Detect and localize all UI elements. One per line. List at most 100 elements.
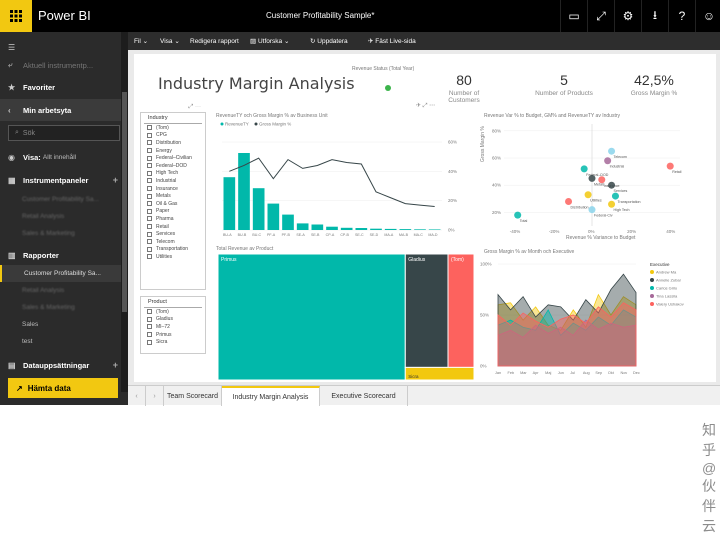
- sidebar-report-item[interactable]: Retail Analysis: [0, 282, 128, 299]
- scatter-point[interactable]: [608, 147, 616, 155]
- checkbox[interactable]: [147, 324, 152, 330]
- sidebar-scrollbar[interactable]: [121, 32, 128, 392]
- bar[interactable]: [326, 226, 338, 230]
- scatter-point[interactable]: [584, 191, 592, 199]
- slicer-item[interactable]: Primus: [141, 331, 205, 339]
- sidebar-dashboard-item[interactable]: Retail Analysis: [0, 208, 128, 225]
- checkbox[interactable]: [147, 239, 152, 245]
- slicer-item[interactable]: Utilities: [141, 253, 205, 261]
- tab-team-scorecard[interactable]: Team Scorecard: [164, 386, 222, 406]
- bar[interactable]: [428, 229, 441, 230]
- checkbox[interactable]: [147, 140, 152, 146]
- sidebar-view-filter[interactable]: ◉ Visa: Allt innehåll: [0, 146, 128, 168]
- area-series[interactable]: [497, 302, 637, 367]
- slicer-item[interactable]: Gladius: [141, 316, 205, 324]
- area-series[interactable]: [497, 273, 637, 367]
- tabs-scroll-left-icon[interactable]: ‹: [128, 386, 146, 406]
- add-dataset-icon[interactable]: +: [112, 360, 118, 370]
- scatter-point[interactable]: [608, 200, 616, 208]
- checkbox[interactable]: [147, 155, 152, 161]
- scatter-point[interactable]: [611, 192, 619, 200]
- checkbox[interactable]: [147, 186, 152, 192]
- slicer-item[interactable]: Industrial: [141, 177, 205, 185]
- explore-menu[interactable]: ▨ Utforska ⌄: [250, 32, 289, 50]
- slicer-item[interactable]: (Tom): [141, 308, 205, 316]
- checkbox[interactable]: [147, 148, 152, 154]
- scatter-point[interactable]: [608, 181, 616, 189]
- checkbox[interactable]: [147, 309, 152, 315]
- sidebar-favorites[interactable]: ★ Favoriter: [0, 76, 128, 98]
- scatter-point[interactable]: [580, 165, 588, 173]
- slicer-item[interactable]: Oil & Gas: [141, 200, 205, 208]
- hamburger-menu-icon[interactable]: ☰: [8, 42, 16, 52]
- get-data-button[interactable]: ↗ Hämta data: [8, 378, 118, 398]
- scatter-point[interactable]: [598, 176, 606, 184]
- checkbox[interactable]: [147, 178, 152, 184]
- bar[interactable]: [267, 203, 280, 230]
- checkbox[interactable]: [147, 332, 152, 338]
- slicer-item[interactable]: High Tech: [141, 170, 205, 178]
- slicer-item[interactable]: Sicra: [141, 338, 205, 346]
- sidebar-reports-header[interactable]: ▥ Rapporter: [0, 244, 128, 266]
- sidebar-report-item[interactable]: Sales: [0, 316, 128, 333]
- bar[interactable]: [282, 214, 294, 230]
- tab-executive-scorecard[interactable]: Executive Scorecard: [320, 386, 408, 406]
- sidebar-report-item-selected[interactable]: Customer Profitability Sa...: [0, 265, 128, 282]
- checkbox[interactable]: [147, 163, 152, 169]
- bar[interactable]: [414, 229, 426, 230]
- sidebar-current-dashboard[interactable]: ⤶ Aktuell instrumentp...: [0, 54, 128, 76]
- slicer-item[interactable]: Retail: [141, 223, 205, 231]
- treemap-cell[interactable]: [218, 254, 406, 380]
- checkbox[interactable]: [147, 170, 152, 176]
- add-dashboard-icon[interactable]: +: [112, 175, 118, 185]
- sidebar-dashboard-item[interactable]: Customer Profitability Sa...: [0, 191, 128, 208]
- tabs-scroll-right-icon[interactable]: ›: [146, 386, 164, 406]
- checkbox[interactable]: [147, 216, 152, 222]
- chat-icon[interactable]: ▭: [560, 0, 587, 32]
- checkbox[interactable]: [147, 201, 152, 207]
- treemap-cell[interactable]: [404, 366, 474, 380]
- checkbox[interactable]: [147, 316, 152, 322]
- bar[interactable]: [399, 229, 412, 230]
- search-input[interactable]: ⌕ Sök: [8, 125, 120, 141]
- scatter-point[interactable]: [514, 211, 522, 219]
- slicer-item[interactable]: Services: [141, 230, 205, 238]
- expand-icon[interactable]: ⤢: [587, 0, 614, 32]
- scrollbar-thumb[interactable]: [122, 92, 127, 312]
- scatter-point[interactable]: [588, 206, 596, 214]
- checkbox[interactable]: [147, 231, 152, 237]
- bar[interactable]: [384, 228, 397, 230]
- tab-industry-margin-analysis[interactable]: Industry Margin Analysis: [222, 386, 320, 406]
- bar[interactable]: [355, 228, 368, 230]
- refresh-button[interactable]: ↻ Uppdatera: [310, 32, 348, 50]
- gear-icon[interactable]: ⚙: [614, 0, 641, 32]
- checkbox[interactable]: [147, 254, 152, 260]
- edit-report-button[interactable]: Redigera rapport: [190, 32, 239, 50]
- scatter-point[interactable]: [666, 162, 674, 170]
- checkbox[interactable]: [147, 246, 152, 252]
- bar[interactable]: [340, 227, 353, 230]
- treemap-cell[interactable]: [447, 254, 474, 368]
- sidebar-report-item[interactable]: test: [0, 333, 128, 350]
- checkbox[interactable]: [147, 208, 152, 214]
- checkbox[interactable]: [147, 193, 152, 199]
- area-series[interactable]: [497, 319, 637, 367]
- slicer-item[interactable]: Paper: [141, 208, 205, 216]
- view-menu[interactable]: Visa ⌄: [160, 32, 180, 50]
- area-series[interactable]: [497, 309, 637, 367]
- checkbox[interactable]: [147, 132, 152, 138]
- app-name[interactable]: Power BI: [38, 8, 91, 23]
- pin-live-button[interactable]: ✈ Fäst Live-sida: [368, 32, 416, 50]
- bar[interactable]: [223, 177, 236, 230]
- slicer-item[interactable]: (Tom): [141, 124, 205, 132]
- scatter-point[interactable]: [604, 157, 612, 165]
- slicer-item[interactable]: Transportation: [141, 246, 205, 254]
- slicer-item[interactable]: Insurance: [141, 185, 205, 193]
- smiley-icon[interactable]: ☺: [695, 0, 720, 32]
- checkbox[interactable]: [147, 125, 152, 131]
- visual-header-icons[interactable]: ⤢ ⋯: [188, 104, 201, 110]
- slicer-item[interactable]: MI–72: [141, 323, 205, 331]
- file-menu[interactable]: Fil ⌄: [134, 32, 148, 50]
- slicer-item[interactable]: Federal–DOD: [141, 162, 205, 170]
- sidebar-dashboard-item[interactable]: Sales & Marketing: [0, 225, 128, 242]
